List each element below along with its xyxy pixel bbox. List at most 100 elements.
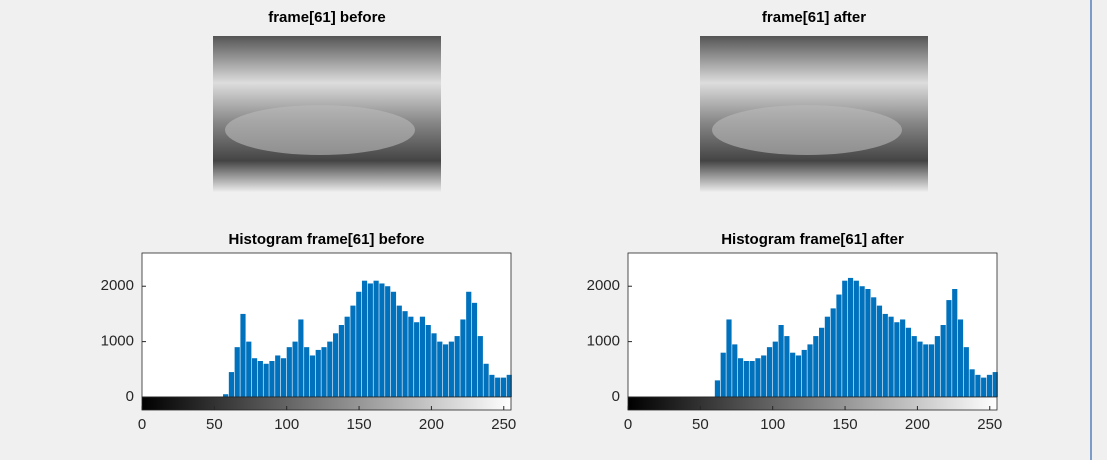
x-tick-label: 250 — [977, 416, 1002, 433]
bar — [813, 336, 818, 397]
bar — [472, 303, 477, 397]
bar — [460, 319, 465, 397]
x-tick-label: 100 — [274, 416, 299, 433]
bar — [339, 325, 344, 397]
chart-title: Histogram frame[61] before — [229, 231, 425, 248]
bar — [906, 328, 911, 397]
bar — [385, 286, 390, 397]
bar — [744, 361, 749, 397]
y-tick-label: 1000 — [587, 333, 620, 350]
bar — [836, 295, 841, 397]
bar — [767, 347, 772, 397]
bar — [831, 308, 836, 397]
bar — [501, 378, 506, 397]
bar — [292, 342, 297, 397]
bar — [321, 347, 326, 397]
bar — [426, 325, 431, 397]
bar — [923, 344, 928, 397]
bar — [362, 281, 367, 397]
bar — [877, 306, 882, 397]
bar — [738, 358, 743, 397]
bar — [848, 278, 853, 397]
bar — [252, 358, 257, 397]
bar — [894, 322, 899, 397]
y-tick-label: 1000 — [101, 333, 134, 350]
bar — [888, 317, 893, 397]
bar — [397, 306, 402, 397]
bar — [235, 347, 240, 397]
bar — [316, 350, 321, 397]
bar — [900, 319, 905, 397]
histogram-chart: Histogram frame[61] after010002000050100… — [587, 231, 1003, 433]
x-tick-label: 250 — [491, 416, 516, 433]
bar — [883, 314, 888, 397]
bar — [443, 344, 448, 397]
bar — [420, 317, 425, 397]
bar — [287, 347, 292, 397]
bar — [478, 336, 483, 397]
bar — [970, 369, 975, 397]
bar — [275, 355, 280, 397]
bar — [975, 375, 980, 397]
x-tick-label: 50 — [206, 416, 223, 433]
bar — [715, 380, 720, 397]
bar — [842, 281, 847, 397]
image-panel: frame[61] before — [213, 9, 441, 192]
bar — [929, 344, 934, 397]
bar — [825, 317, 830, 397]
bar — [860, 286, 865, 397]
bar — [258, 361, 263, 397]
bar — [408, 317, 413, 397]
image-title: frame[61] before — [268, 9, 386, 26]
x-tick-label: 50 — [692, 416, 709, 433]
colorbar — [628, 397, 997, 410]
bar — [773, 342, 778, 397]
bar — [750, 361, 755, 397]
bar — [489, 375, 494, 397]
x-tick-label: 0 — [624, 416, 632, 433]
bar — [455, 336, 460, 397]
bar — [981, 378, 986, 397]
bar — [495, 378, 500, 397]
bar — [229, 372, 234, 397]
bar — [807, 344, 812, 397]
bar — [952, 289, 957, 397]
image-detail — [712, 105, 902, 155]
chart-title: Histogram frame[61] after — [721, 231, 904, 248]
colorbar — [142, 397, 511, 410]
bar — [484, 364, 489, 397]
image-detail — [225, 105, 415, 155]
bar — [269, 361, 274, 397]
bar — [437, 342, 442, 397]
bar — [240, 314, 245, 397]
x-tick-label: 150 — [833, 416, 858, 433]
x-tick-label: 200 — [419, 416, 444, 433]
bar — [356, 292, 361, 397]
bar — [726, 319, 731, 397]
bar — [310, 355, 315, 397]
bar — [790, 353, 795, 397]
bar — [350, 306, 355, 397]
image-panel: frame[61] after — [700, 9, 928, 192]
bar — [402, 311, 407, 397]
bar — [784, 336, 789, 397]
figure: frame[61] before frame[61] after Histogr… — [0, 0, 1107, 460]
bar — [264, 364, 269, 397]
bar — [298, 319, 303, 397]
x-tick-label: 150 — [347, 416, 372, 433]
bar — [246, 342, 251, 397]
bar — [304, 347, 309, 397]
bar — [778, 325, 783, 397]
bar — [449, 342, 454, 397]
bar — [466, 292, 471, 397]
bar — [281, 358, 286, 397]
bar — [333, 333, 338, 397]
bar — [721, 353, 726, 397]
bar — [431, 333, 436, 397]
bar — [379, 283, 384, 397]
x-tick-label: 200 — [905, 416, 930, 433]
bar — [941, 325, 946, 397]
bar — [854, 281, 859, 397]
y-tick-label: 2000 — [101, 277, 134, 294]
